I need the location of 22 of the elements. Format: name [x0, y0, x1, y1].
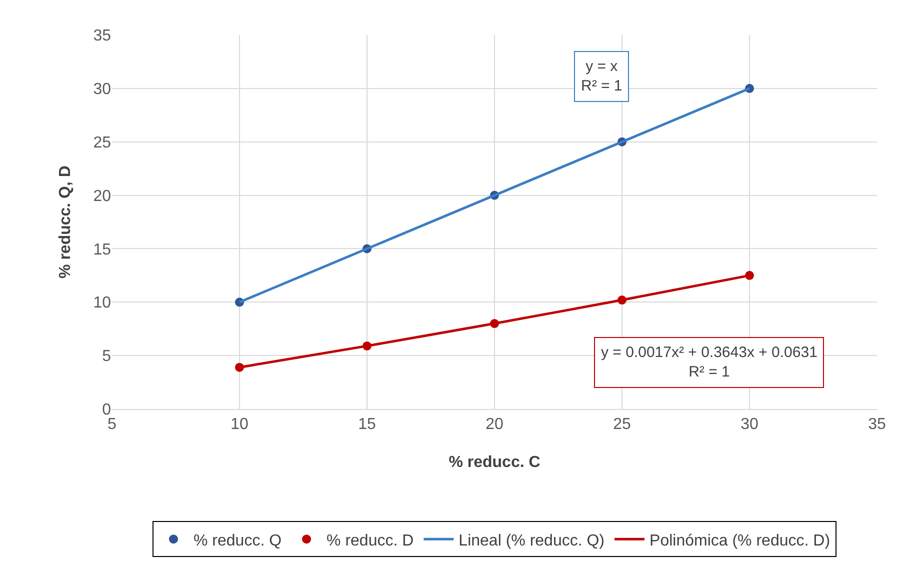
y-tick-label: 25	[93, 134, 112, 152]
legend-label: Lineal (% reducc. Q)	[458, 532, 605, 550]
x-axis-title: % reducc. C	[448, 454, 541, 471]
x-tick-label: 10	[230, 416, 248, 434]
annotation: y = x R² = 1	[581, 58, 622, 94]
legend-label: Polinómica (% reducc. D)	[650, 532, 830, 550]
y-tick-label: 10	[93, 294, 112, 312]
y-tick-label: 30	[93, 81, 112, 98]
x-tick-label: 35	[868, 416, 886, 434]
x-tick-label: 15	[358, 416, 376, 434]
x-tick-label: 30	[740, 416, 758, 434]
y-tick-label: 0	[102, 402, 112, 419]
y-tick-label: 15	[93, 241, 112, 258]
y-axis-title: % reducc. Q, D	[57, 166, 74, 278]
x-tick-label: 25	[613, 416, 631, 434]
x-tick-label: 20	[486, 416, 504, 434]
y-tick-label: 35	[93, 28, 112, 45]
legend-label: % reducc. D	[326, 532, 414, 550]
y-tick-label: 5	[102, 348, 112, 366]
annotation: y = 0.0017x² + 0.3643x + 0.0631 R² = 1	[601, 344, 818, 380]
legend-label: % reducc. Q	[194, 532, 282, 550]
y-tick-label: 20	[93, 188, 112, 205]
